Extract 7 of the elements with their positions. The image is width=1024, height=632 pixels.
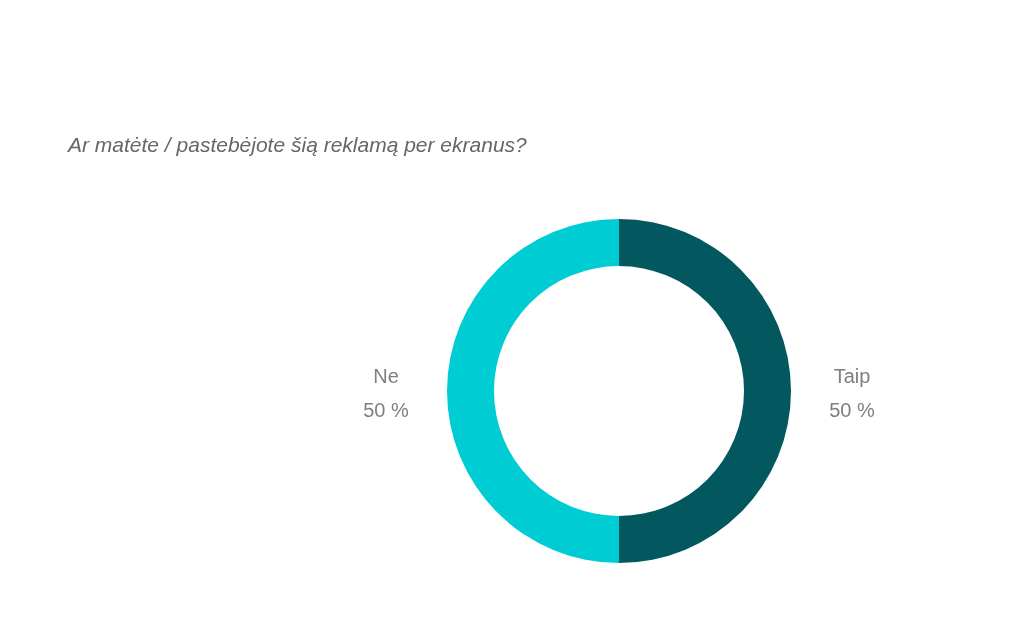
slice-label: Taip — [833, 365, 871, 387]
slice-label: Ne — [373, 365, 399, 387]
donut-slice — [447, 219, 619, 563]
chart-title: Ar matėte / pastebėjote šią reklamą per ekranus? — [66, 133, 528, 156]
donut-slice — [619, 219, 791, 563]
data-label: 50 % — [829, 399, 876, 421]
data-label: 50 % — [363, 399, 410, 421]
